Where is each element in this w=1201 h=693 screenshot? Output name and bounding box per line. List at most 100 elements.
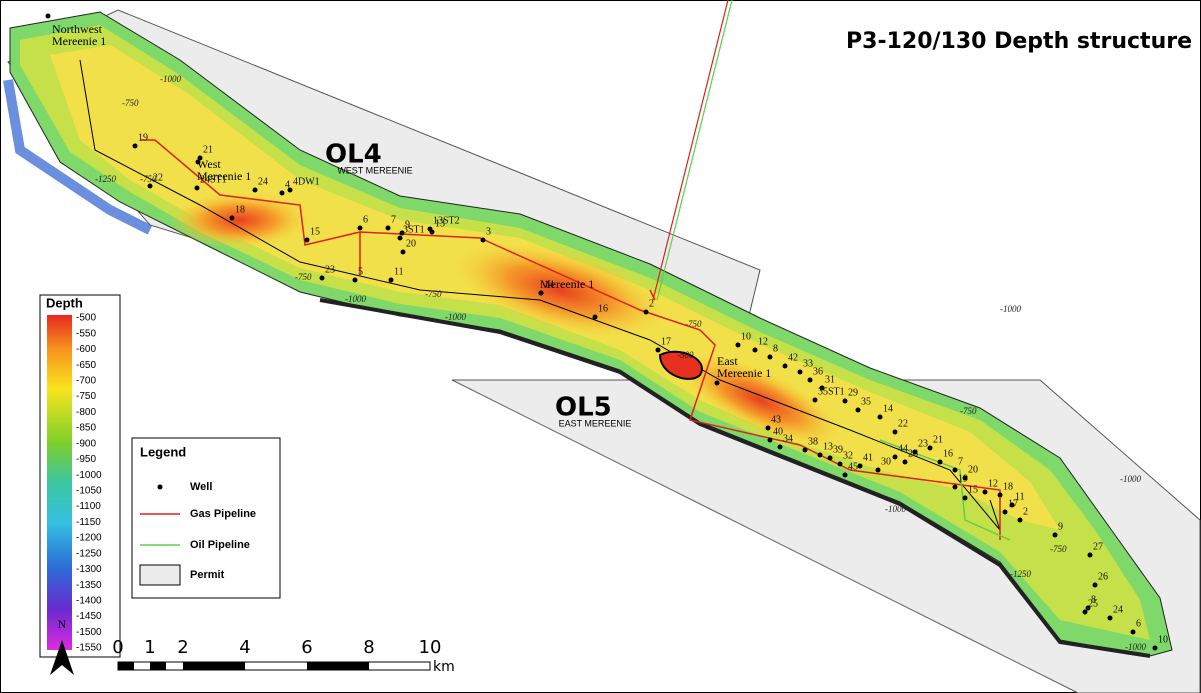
well [1002, 509, 1008, 515]
depth-label: -700 [76, 375, 96, 386]
well-label: 17 [661, 336, 671, 347]
well [1052, 532, 1058, 538]
depth-label: -650 [76, 360, 96, 371]
well-label: 35ST1 [818, 386, 845, 397]
well [1130, 629, 1136, 635]
well-label: 23 [918, 438, 928, 449]
depth-ramp [47, 315, 72, 650]
depth-label: -550 [76, 328, 96, 339]
well [352, 277, 358, 283]
well-label: 39 [833, 444, 843, 455]
depth-label: -1150 [76, 517, 101, 528]
well-label: 27 [1093, 541, 1103, 552]
scale-label: 10 [419, 637, 442, 658]
well [962, 495, 968, 501]
well [1107, 615, 1113, 621]
well-name: East [717, 354, 738, 368]
north-arrow [50, 640, 74, 675]
depth-label: -1100 [76, 501, 101, 512]
well-label: 11 [1015, 491, 1025, 502]
well-label: 40 [773, 426, 783, 437]
well-label: 4DW1 [293, 176, 320, 187]
depth-label: -750 [76, 391, 96, 402]
well [1092, 582, 1098, 588]
well [592, 314, 598, 320]
well-label: 18 [1003, 481, 1013, 492]
scale-seg [183, 662, 245, 670]
contour-label: -1000 [1125, 642, 1146, 652]
well [197, 155, 203, 161]
well [304, 237, 310, 243]
well-label: 13 [823, 441, 833, 452]
well-name: Mereenie 1 [197, 169, 251, 183]
depth-label: -950 [76, 454, 96, 465]
legend-item: Permit [190, 569, 225, 581]
legend-item: Oil Pipeline [190, 539, 250, 551]
well-label: 3 [486, 226, 491, 237]
scale-label: 0 [112, 637, 123, 658]
well-label: 28 [908, 448, 918, 459]
well-label: 11 [394, 266, 404, 277]
well-label: 15 [310, 226, 320, 237]
depth-legend [39, 294, 121, 658]
field-name: EAST MEREENIE [559, 418, 632, 428]
contour-label: -1250 [1010, 569, 1031, 579]
contour-label: -750 [140, 174, 157, 184]
well [132, 143, 138, 149]
well-label: 42 [788, 352, 798, 363]
well-label: 2 [649, 298, 654, 309]
map-title: P3-120/130 Depth structure [846, 29, 1192, 54]
depth-label: -1500 [76, 627, 102, 638]
legend-title: Legend [140, 444, 186, 459]
well-label: 19 [958, 473, 968, 484]
well [802, 447, 808, 453]
north-label: N [58, 617, 67, 631]
well [842, 472, 848, 478]
well [319, 275, 325, 281]
field-name: WEST MEREENIE [337, 165, 412, 175]
well-label: 38 [808, 436, 818, 447]
contour-500 [658, 350, 703, 380]
well [797, 369, 803, 375]
well-label: 12 [988, 478, 998, 489]
scale-seg [150, 662, 166, 670]
well-label: 16 [943, 448, 953, 459]
well [1152, 645, 1158, 651]
contour-label: -750 [122, 98, 139, 108]
well-label: 14 [544, 279, 554, 290]
depth-label: -1550 [76, 643, 102, 654]
well-name: Mereenie 1 [717, 366, 771, 380]
well [397, 235, 403, 241]
contour-label: -500 [677, 350, 694, 360]
well-label: 22 [898, 418, 908, 429]
well [714, 380, 720, 386]
well [982, 489, 988, 495]
depth-label: -1000 [76, 470, 102, 481]
legend-well-symbol [157, 484, 163, 490]
well [997, 492, 1003, 498]
well [902, 459, 908, 465]
well [287, 187, 293, 193]
gas-pipeline [140, 139, 1001, 540]
contour-750 [79, 59, 1001, 531]
well-name: West [197, 157, 221, 171]
well-label: 35 [861, 396, 871, 407]
contour-label: -1000 [160, 74, 181, 84]
oil-pipeline [879, 439, 1011, 541]
well-label: 15 [968, 484, 978, 495]
well [735, 342, 741, 348]
scale-bar [117, 661, 431, 671]
well-label: 25 [1088, 598, 1098, 609]
well [1017, 517, 1023, 523]
well [1087, 552, 1093, 558]
scale-unit: km [433, 659, 455, 675]
well-label: 43 [771, 414, 781, 425]
well [147, 183, 153, 189]
well-name: Mereenie 1 [52, 34, 106, 48]
well [892, 429, 898, 435]
well-label: 24 [1113, 604, 1123, 615]
gas-pipeline-north [652, 0, 729, 301]
depth-label: -1350 [76, 580, 102, 591]
well-label: 16 [598, 303, 608, 314]
